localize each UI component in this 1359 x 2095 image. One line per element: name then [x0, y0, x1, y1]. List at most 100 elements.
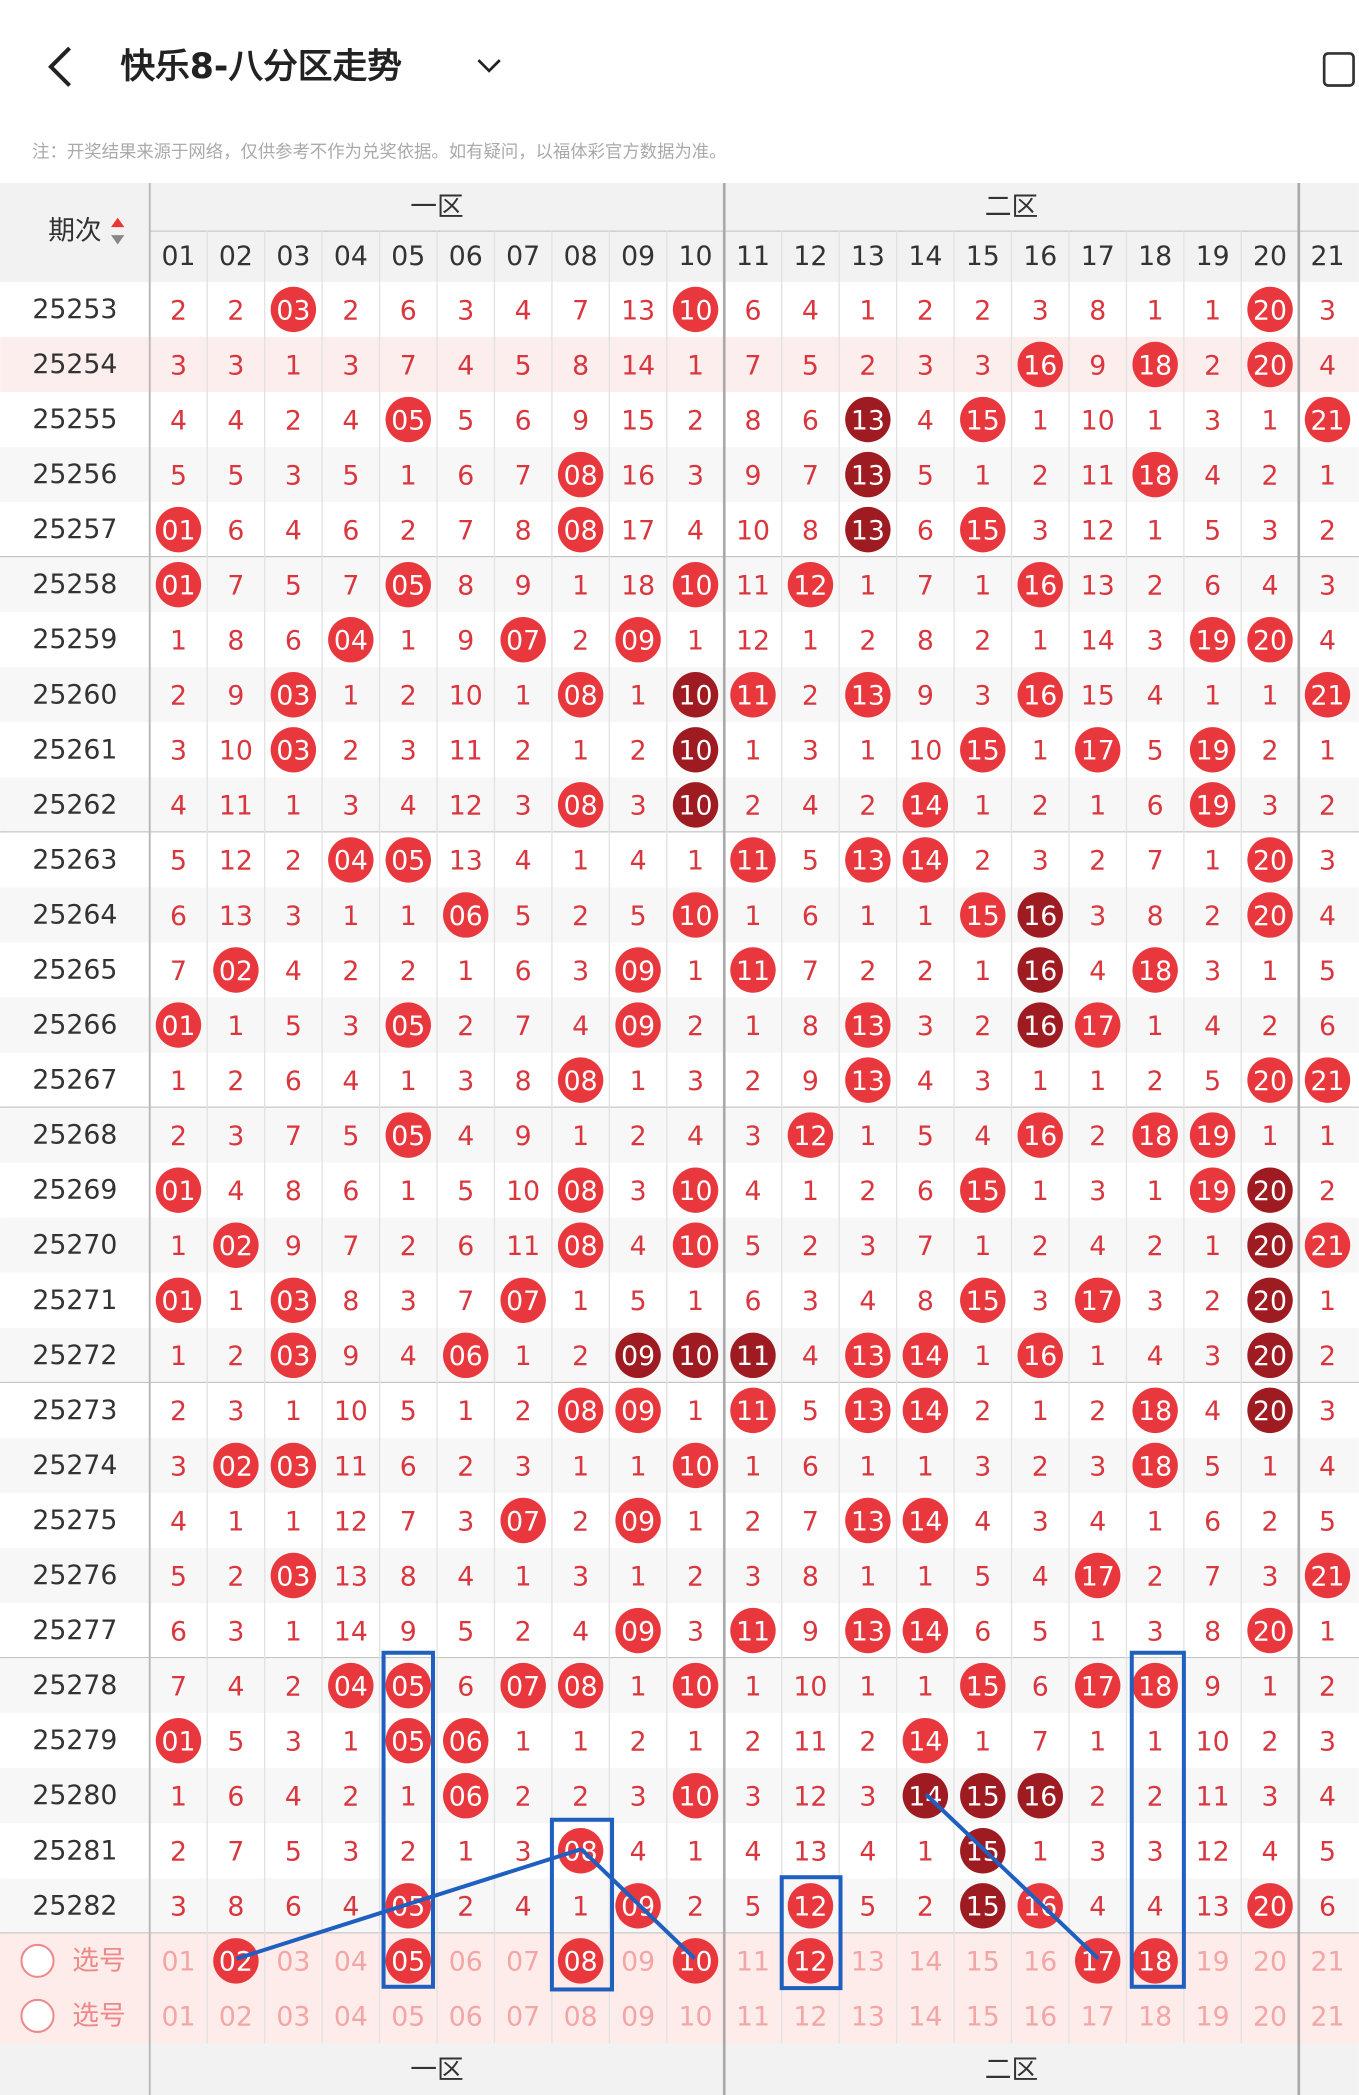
cell-number: 6 — [170, 1616, 187, 1647]
dropdown[interactable] — [477, 59, 501, 73]
ball-number: 14 — [908, 1616, 942, 1647]
ball-number: 02 — [219, 1451, 253, 1482]
ball-number: 08 — [564, 1671, 598, 1702]
cell-number: 1 — [630, 681, 647, 712]
ball — [845, 1607, 891, 1654]
column-header: 09 — [621, 241, 655, 272]
cell-number: 8 — [744, 405, 761, 436]
ball-number: 01 — [161, 1176, 195, 1207]
cell-number: 3 — [859, 1231, 876, 1262]
cell-number: 5 — [1204, 1451, 1221, 1482]
cell-number: 2 — [170, 1396, 187, 1427]
title: 快乐8-八分区走势 — [120, 47, 402, 87]
cell-number: 19 — [1196, 2002, 1230, 2033]
cell-number: 18 — [1138, 2002, 1172, 2033]
ball-number: 04 — [334, 626, 368, 657]
cell-number: 2 — [630, 1121, 647, 1152]
ball-number: 11 — [736, 846, 770, 877]
period: 25282 — [32, 1890, 117, 1921]
ball — [1074, 1552, 1121, 1599]
cell-number: 1 — [170, 1341, 187, 1372]
ball-number: 15 — [966, 1176, 1000, 1207]
cell-number: 5 — [400, 1396, 417, 1427]
cell-number: 2 — [572, 901, 589, 932]
cell-number: 6 — [802, 1451, 819, 1482]
ball-number: 16 — [1023, 1892, 1057, 1923]
cell-number: 3 — [974, 1451, 991, 1482]
ball-number: 07 — [506, 1671, 540, 1702]
period: 25264 — [32, 899, 117, 930]
cell-number: 12 — [449, 791, 483, 822]
cell-number: 7 — [1204, 1561, 1221, 1592]
cell-number: 1 — [400, 626, 417, 657]
ball-number: 03 — [276, 1561, 310, 1592]
cell-number: 10 — [736, 515, 770, 546]
cell-number: 4 — [630, 1837, 647, 1868]
cell-number: 1 — [400, 460, 417, 491]
cell-number: 2 — [917, 295, 934, 326]
period: 25272 — [32, 1340, 117, 1371]
pick-radio[interactable] — [20, 1998, 55, 2033]
cell-number: 6 — [1147, 791, 1164, 822]
cell-number: 5 — [1204, 515, 1221, 546]
cell-number: 4 — [802, 295, 819, 326]
cell-number: 13 — [219, 901, 253, 932]
cell-number: 3 — [1032, 846, 1049, 877]
cell-number: 3 — [342, 1837, 359, 1868]
ball-number: 04 — [334, 846, 368, 877]
cell-number: 3 — [1319, 571, 1336, 602]
cell-number: 2 — [1319, 1671, 1336, 1702]
cell-number: 2 — [1032, 460, 1049, 491]
ball — [787, 1883, 834, 1929]
pick-radio[interactable] — [20, 1943, 55, 1978]
ball-number: 13 — [851, 681, 885, 712]
cell-number: 3 — [170, 350, 187, 381]
notice: 注：开奖结果来源于网络，仅供参考不作为兑奖依据。如有疑问，以福体彩官方数据为准。 — [32, 142, 726, 162]
cell-number: 10 — [334, 1396, 368, 1427]
ball-number: 20 — [1253, 901, 1287, 932]
cell-number: 4 — [342, 1066, 359, 1097]
ball-number: 14 — [908, 846, 942, 877]
cell-number: 1 — [170, 626, 187, 657]
cell-number: 1 — [744, 1671, 761, 1702]
trend-line — [235, 1847, 582, 1961]
cell-number: 6 — [744, 295, 761, 326]
ball-number: 05 — [391, 405, 425, 436]
ball-number: 01 — [161, 1011, 195, 1042]
cell-number: 07 — [506, 1947, 540, 1978]
cell-number: 1 — [1032, 736, 1049, 767]
ball — [615, 947, 661, 993]
ball-number: 09 — [621, 1396, 655, 1427]
cell-number: 1 — [1204, 681, 1221, 712]
cell-number: 1 — [974, 460, 991, 491]
ball-number: 10 — [679, 681, 713, 712]
cell-number: 1 — [285, 350, 302, 381]
ball — [270, 672, 317, 718]
cell-number: 3 — [744, 1561, 761, 1592]
cell-number: 2 — [515, 1782, 532, 1813]
ball — [557, 1222, 604, 1268]
cell-number: 3 — [1319, 1727, 1336, 1758]
cell-number: 13 — [793, 1837, 827, 1868]
period: 25255 — [32, 404, 117, 435]
cell-number: 2 — [744, 1727, 761, 1758]
cell-number: 9 — [572, 405, 589, 436]
ball-number: 19 — [1196, 1176, 1230, 1207]
ball-number: 14 — [908, 1727, 942, 1758]
back-button[interactable] — [48, 46, 71, 87]
cell-number: 3 — [342, 350, 359, 381]
cell-number: 21 — [1311, 1947, 1345, 1978]
device-icon[interactable] — [1322, 52, 1355, 87]
cell-number: 4 — [1319, 1782, 1336, 1813]
cell-number: 14 — [621, 350, 655, 381]
cell-number: 5 — [457, 1616, 474, 1647]
cell-number: 2 — [1319, 515, 1336, 546]
ball — [672, 1662, 719, 1709]
cell-number: 4 — [1262, 571, 1279, 602]
cell-number: 4 — [285, 956, 302, 987]
column-header: 15 — [966, 241, 1000, 272]
cell-number: 8 — [227, 626, 244, 657]
cell-number: 1 — [687, 1396, 704, 1427]
cell-number: 2 — [515, 736, 532, 767]
cell-number: 2 — [744, 1066, 761, 1097]
